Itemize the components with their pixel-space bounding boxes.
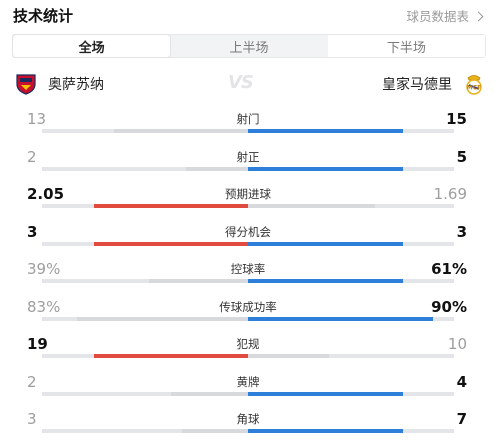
away-stat-value: 7 xyxy=(456,410,467,428)
away-stat-value: 61% xyxy=(431,260,467,278)
home-stat-value: 2 xyxy=(27,147,37,166)
player-stats-link[interactable]: 球员数据表 xyxy=(406,6,484,25)
home-stat-bar xyxy=(93,204,248,208)
home-stat-value: 19 xyxy=(27,335,48,353)
home-stat-bar xyxy=(170,391,248,396)
period-tabs: 全场 上半场 下半场 xyxy=(12,34,486,58)
home-stat-track xyxy=(42,316,248,321)
away-team[interactable]: 皇家马德里 MCF xyxy=(382,72,486,96)
away-stat-bar xyxy=(248,316,434,321)
away-stat-track xyxy=(248,279,454,283)
home-stat-track xyxy=(42,166,248,171)
away-stat-track xyxy=(248,129,454,133)
tab-full-match[interactable]: 全场 xyxy=(13,35,171,57)
vs-mark: VS xyxy=(228,72,254,93)
away-stat-track xyxy=(248,204,454,208)
stats-list: 13 射门 15 2 射正 5 2.05 预期进球 1.69 3 得分机会 3 39% 控球率 61% 83%… xyxy=(0,104,500,440)
away-team-name: 皇家马德里 xyxy=(382,77,452,93)
away-stat-value: 3 xyxy=(456,222,467,241)
stat-label: 传球成功率 xyxy=(219,299,277,314)
stat-label: 控球率 xyxy=(230,262,266,276)
stat-row: 3 得分机会 3 xyxy=(0,217,500,255)
real-madrid-badge-icon: MCF xyxy=(466,75,482,95)
home-stat-track xyxy=(42,279,248,283)
away-stat-bar xyxy=(248,204,376,208)
stat-row: 19 犯规 10 xyxy=(0,329,500,367)
home-stat-bar xyxy=(186,166,248,171)
away-stat-track xyxy=(248,391,454,396)
svg-text:MCF: MCF xyxy=(467,85,481,92)
away-stat-value: 1.69 xyxy=(433,185,467,203)
stat-label: 射正 xyxy=(236,149,260,164)
stat-row: 3 角球 7 xyxy=(0,404,500,440)
chevron-right-icon xyxy=(473,11,484,21)
home-stat-value: 13 xyxy=(27,110,47,128)
header: 技术统计 球员数据表 xyxy=(0,0,500,30)
away-stat-bar xyxy=(248,129,403,133)
stat-row: 39% 控球率 61% xyxy=(0,254,500,292)
away-stat-track xyxy=(248,429,454,433)
home-stat-bar xyxy=(77,316,248,321)
stat-label: 射门 xyxy=(236,112,260,126)
tab-second-half[interactable]: 下半场 xyxy=(327,35,485,57)
home-stat-track xyxy=(42,354,248,358)
home-stat-value: 83% xyxy=(27,297,61,316)
stat-row: 83% 传球成功率 90% xyxy=(0,292,500,330)
away-stat-value: 10 xyxy=(447,335,467,353)
home-stat-track xyxy=(42,391,248,396)
stat-row: 2.05 预期进球 1.69 xyxy=(0,179,500,217)
page-title: 技术统计 xyxy=(13,7,74,25)
home-stat-track xyxy=(42,241,248,246)
away-stat-track xyxy=(248,166,454,171)
home-team[interactable]: 奥萨苏纳 xyxy=(14,72,104,96)
home-team-name: 奥萨苏纳 xyxy=(48,77,104,93)
stat-label: 得分机会 xyxy=(225,224,271,239)
home-stat-value: 2 xyxy=(27,372,37,391)
stat-row: 13 射门 15 xyxy=(0,104,500,142)
stat-label: 犯规 xyxy=(236,337,260,351)
home-stat-value: 2.05 xyxy=(27,185,65,203)
away-stat-track xyxy=(248,354,454,358)
osasuna-badge-icon xyxy=(16,74,36,95)
away-stat-track xyxy=(248,241,454,246)
stat-row: 2 黄牌 4 xyxy=(0,367,500,405)
stat-row: 2 射正 5 xyxy=(0,142,500,180)
away-stat-value: 90% xyxy=(431,297,467,316)
home-stat-bar xyxy=(149,279,248,283)
away-stat-bar xyxy=(248,429,403,433)
home-stat-bar xyxy=(114,129,248,133)
away-stat-value: 4 xyxy=(456,372,467,391)
away-stat-track xyxy=(248,316,454,321)
home-stat-bar xyxy=(93,241,248,246)
away-stat-bar xyxy=(248,241,403,246)
away-stat-bar xyxy=(248,354,330,358)
home-stat-bar xyxy=(93,354,248,358)
away-stat-bar xyxy=(248,391,403,396)
home-stat-track xyxy=(42,204,248,208)
teams-bar: 奥萨苏纳 VS 皇家马德里 MCF xyxy=(0,66,500,100)
away-stat-value: 5 xyxy=(456,147,467,166)
tab-first-half[interactable]: 上半场 xyxy=(229,40,269,56)
stat-label: 角球 xyxy=(236,412,260,426)
away-stat-bar xyxy=(248,166,403,171)
player-stats-link-label: 球员数据表 xyxy=(406,9,469,24)
stat-label: 预期进球 xyxy=(225,187,271,201)
home-stat-value: 3 xyxy=(27,222,38,241)
stat-label: 黄牌 xyxy=(236,374,260,389)
home-stat-value: 3 xyxy=(27,410,37,428)
home-stat-track xyxy=(42,129,248,133)
away-stat-bar xyxy=(248,279,403,283)
home-stat-track xyxy=(42,429,248,433)
home-stat-bar xyxy=(181,429,248,433)
away-stat-value: 15 xyxy=(446,110,467,128)
home-stat-value: 39% xyxy=(27,260,61,278)
